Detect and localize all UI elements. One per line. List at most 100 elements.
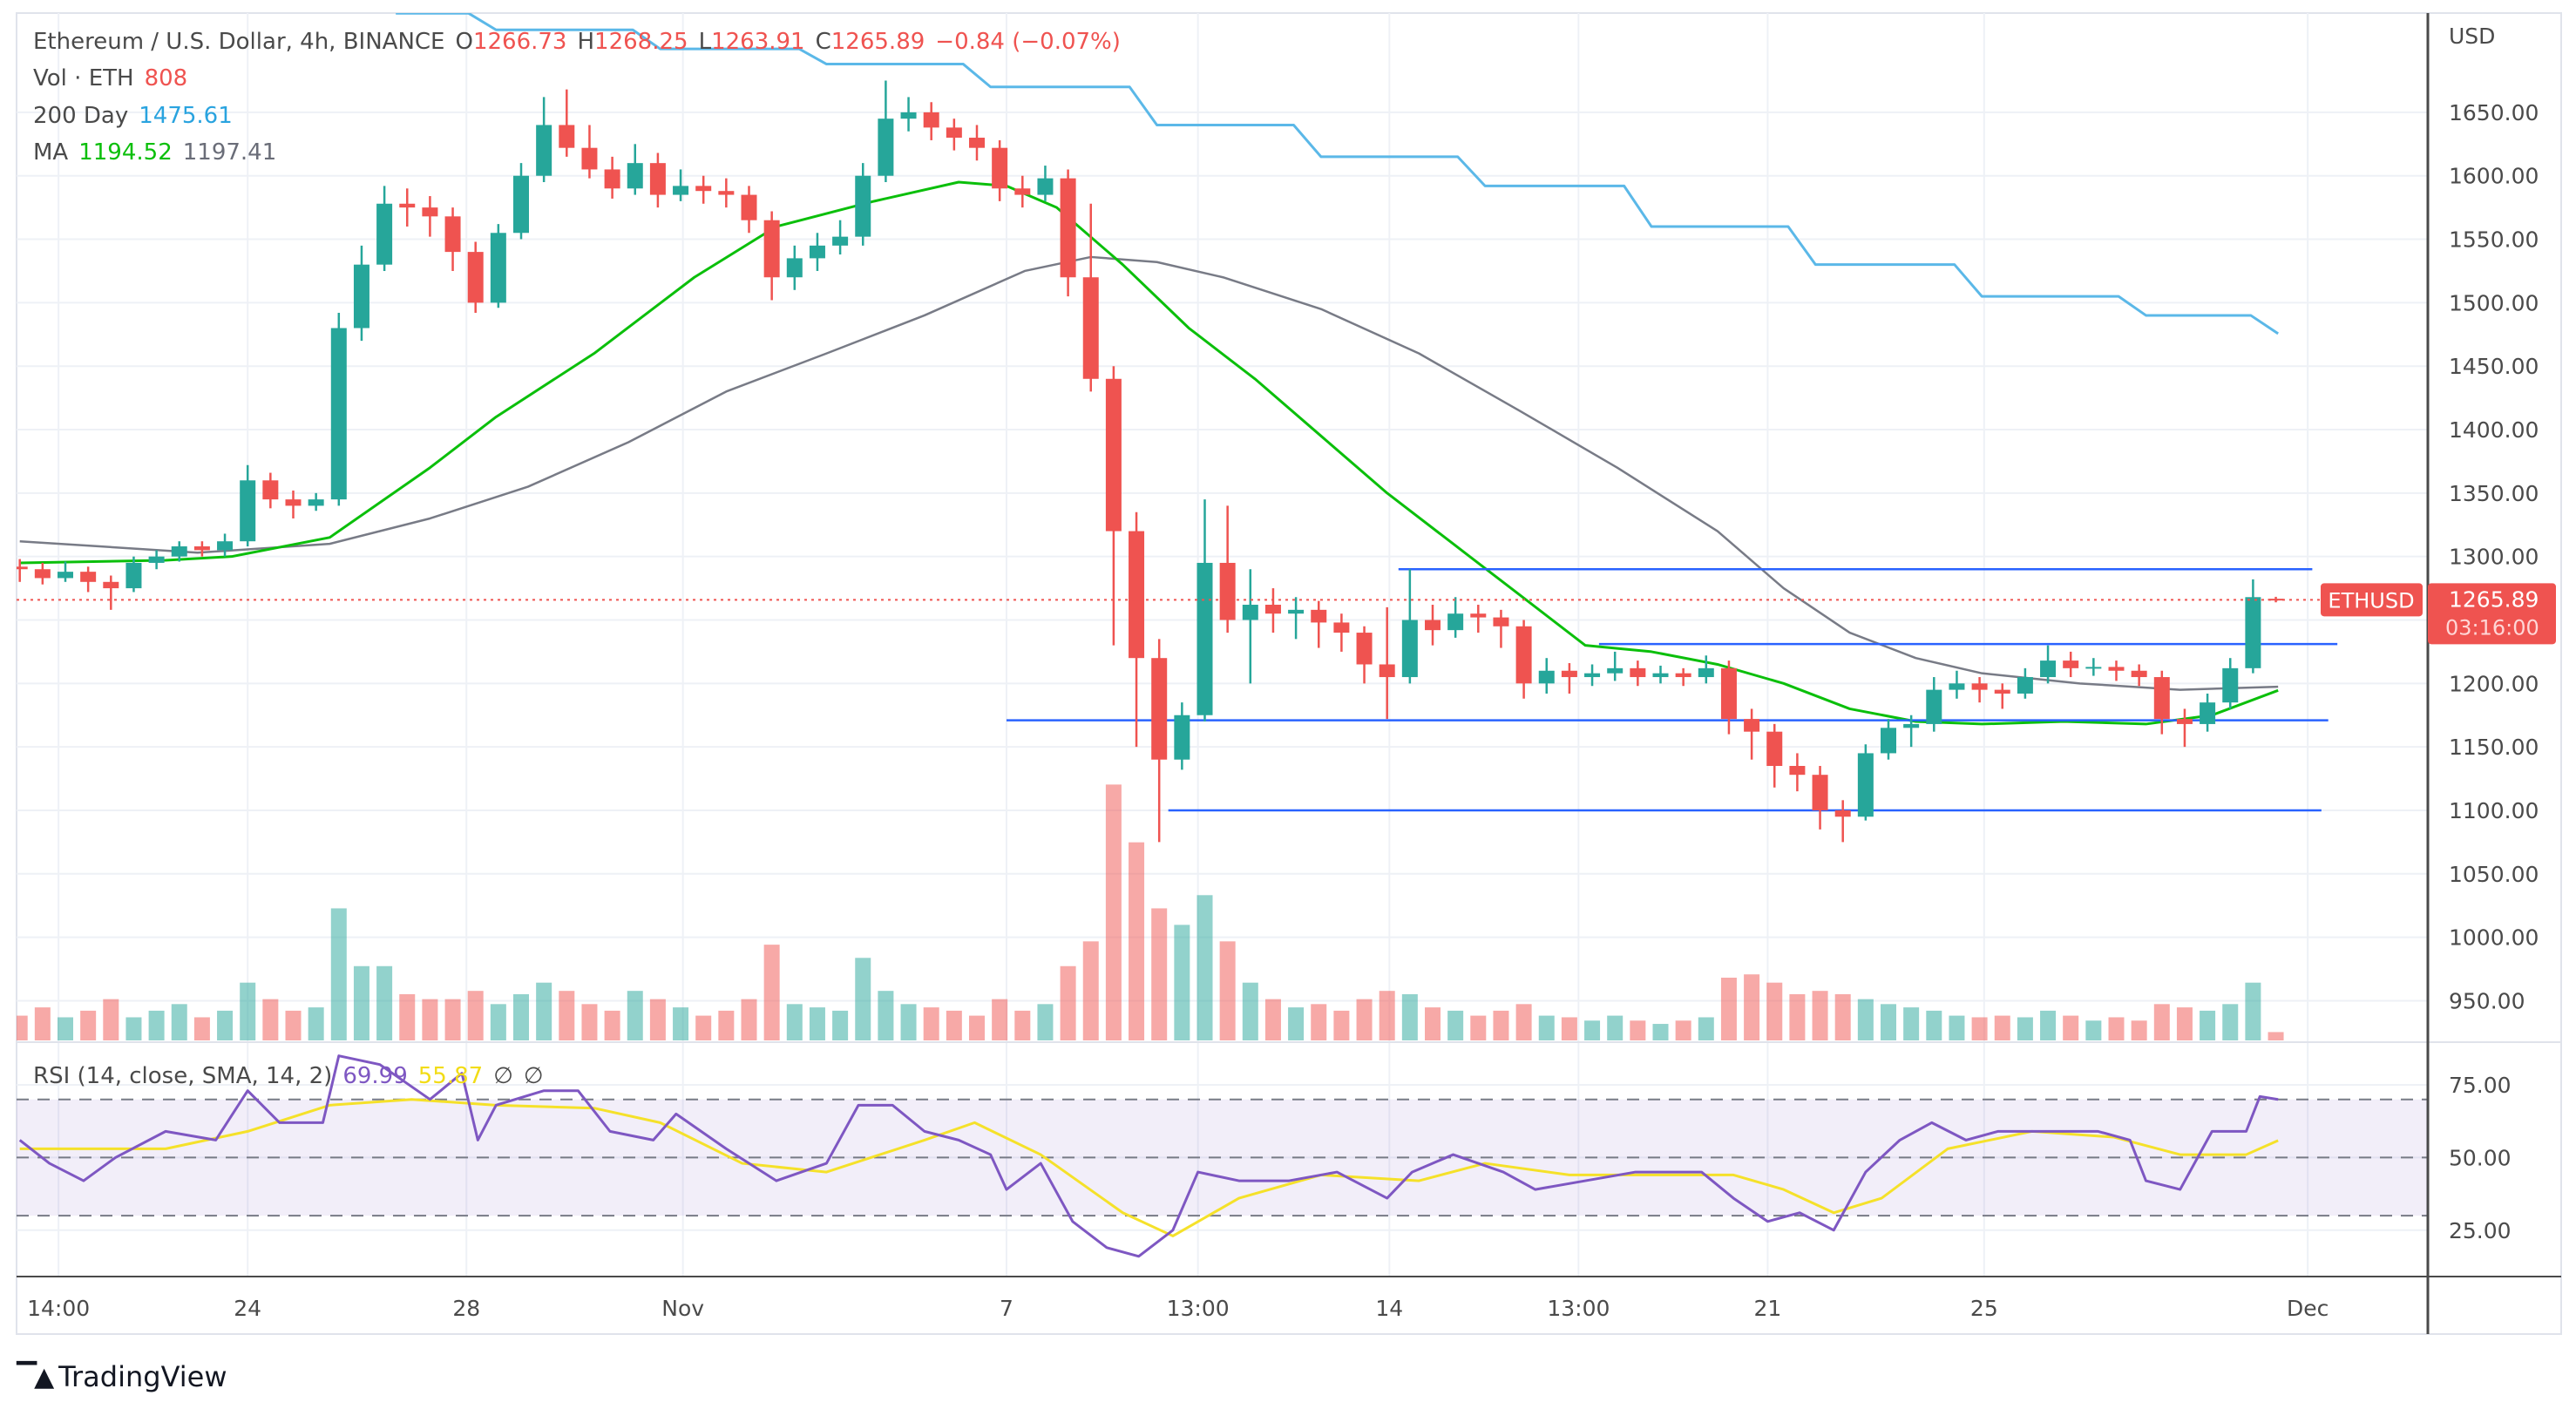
volume-bar bbox=[992, 999, 1008, 1040]
volume-bar bbox=[1129, 842, 1145, 1040]
volume-bar bbox=[1288, 1007, 1305, 1040]
candle-down bbox=[1082, 277, 1099, 379]
volume-bar bbox=[2268, 1032, 2284, 1040]
volume-bar bbox=[1561, 1017, 1577, 1040]
volume-bar bbox=[718, 1010, 735, 1040]
time-tick-label: 14 bbox=[1375, 1296, 1403, 1321]
ma-fast-value: 1194.52 bbox=[78, 139, 173, 166]
volume-bar bbox=[1607, 1015, 1624, 1040]
candle-up bbox=[148, 556, 165, 563]
volume-bar bbox=[2153, 1004, 2170, 1040]
axes[interactable]: 1650.001600.001550.001500.001450.001400.… bbox=[27, 100, 2539, 1321]
volume-bar bbox=[1857, 999, 1874, 1040]
high-label: H bbox=[577, 29, 595, 55]
volume-value: 808 bbox=[144, 65, 188, 91]
volume-bar bbox=[900, 1004, 917, 1040]
time-tick-label: 14:00 bbox=[27, 1296, 90, 1321]
candle-down bbox=[1129, 531, 1145, 659]
candle-down bbox=[992, 147, 1008, 189]
volume-bar bbox=[217, 1010, 234, 1040]
candle-up bbox=[1401, 620, 1418, 678]
candle-up bbox=[786, 258, 803, 278]
candle-down bbox=[581, 147, 598, 170]
high-value: 1268.25 bbox=[594, 29, 688, 55]
price-tick-label: 1100.00 bbox=[2449, 798, 2539, 823]
volume-bar bbox=[1994, 1015, 2010, 1040]
candle-down bbox=[285, 499, 302, 506]
volume-bar bbox=[80, 1010, 97, 1040]
candle-down bbox=[444, 216, 461, 253]
candle-up bbox=[1538, 670, 1555, 684]
symbol-tag: ETHUSD bbox=[2321, 583, 2423, 617]
rsi-tick-label: 25.00 bbox=[2449, 1218, 2512, 1243]
candle-down bbox=[2153, 677, 2170, 720]
candle-up bbox=[1881, 728, 1896, 754]
candle-down bbox=[1720, 667, 1737, 720]
candle-up bbox=[1926, 689, 1942, 724]
ma-slow-value: 1197.41 bbox=[182, 139, 277, 166]
volume-bar bbox=[1926, 1010, 1942, 1040]
rsi-sma-value: 55.87 bbox=[417, 1063, 484, 1089]
volume-bar bbox=[1652, 1024, 1669, 1040]
volume-bar bbox=[1493, 1010, 1509, 1040]
volume-bar bbox=[1630, 1020, 1646, 1040]
time-tick-label: 24 bbox=[234, 1296, 261, 1321]
horizontal-levels[interactable] bbox=[1006, 567, 2338, 812]
volume-bar bbox=[1971, 1017, 1988, 1040]
volume-bar bbox=[1720, 978, 1737, 1040]
time-tick-label: 13:00 bbox=[1167, 1296, 1230, 1321]
volume-bar bbox=[1401, 993, 1418, 1040]
volume-bar bbox=[2176, 1007, 2193, 1040]
candle-down bbox=[1219, 562, 1236, 620]
volume-bar bbox=[1242, 982, 1258, 1040]
volume-bar bbox=[1447, 1010, 1464, 1040]
candle-down bbox=[559, 125, 575, 148]
volume-bar bbox=[536, 982, 552, 1040]
volume-bar bbox=[2063, 1015, 2079, 1040]
candle-down bbox=[2131, 670, 2147, 678]
ma-legend[interactable]: MA 1194.52 1197.41 bbox=[33, 139, 287, 166]
rsi-legend[interactable]: RSI (14, close, SMA, 14, 2) 69.99 55.87 ∅ ∅ bbox=[33, 1062, 554, 1090]
candle-down bbox=[763, 220, 780, 278]
volume-bar bbox=[171, 1004, 187, 1040]
volume-bar bbox=[1060, 965, 1076, 1040]
volume-bar bbox=[1311, 1004, 1327, 1040]
volume-bar bbox=[559, 991, 575, 1040]
tradingview-logo[interactable]: ▔▲ TradingView bbox=[17, 1360, 227, 1393]
candle-up bbox=[125, 562, 142, 589]
volume-bar bbox=[1105, 784, 1122, 1040]
day200-value: 1475.61 bbox=[139, 103, 233, 129]
candle-down bbox=[969, 138, 985, 148]
candle-down bbox=[399, 203, 416, 208]
candle-down bbox=[1812, 775, 1828, 810]
price-tick-label: 1400.00 bbox=[2449, 417, 2539, 443]
volume-legend[interactable]: Vol · ETH 808 bbox=[33, 64, 198, 92]
symbol-legend[interactable]: Ethereum / U.S. Dollar, 4h, BINANCE O1266… bbox=[33, 28, 1131, 56]
symbol-title[interactable]: Ethereum / U.S. Dollar, 4h, BINANCE bbox=[33, 29, 445, 55]
time-tick-label: Nov bbox=[661, 1296, 704, 1321]
brand-name: TradingView bbox=[58, 1360, 227, 1393]
candle-up bbox=[240, 480, 256, 542]
volume-bar bbox=[1515, 1004, 1532, 1040]
close-value: 1265.89 bbox=[830, 29, 925, 55]
candle-up bbox=[1037, 178, 1054, 195]
volume-bar bbox=[1789, 993, 1806, 1040]
candle-up bbox=[171, 546, 187, 557]
volume-bar bbox=[832, 1010, 849, 1040]
candle-down bbox=[2108, 667, 2125, 671]
moving-averages bbox=[19, 13, 2279, 726]
volume-bar bbox=[695, 1015, 712, 1040]
volume-bar bbox=[1082, 941, 1099, 1040]
volume-bar bbox=[923, 1007, 939, 1040]
volume-bar bbox=[399, 993, 416, 1040]
candle-down bbox=[1493, 617, 1509, 627]
candle-up bbox=[2017, 677, 2033, 694]
candle-up bbox=[1584, 673, 1601, 678]
volume-bar bbox=[581, 1004, 598, 1040]
day200-legend[interactable]: 200 Day 1475.61 bbox=[33, 102, 243, 130]
candle-down bbox=[1333, 622, 1350, 633]
candle-up bbox=[1903, 723, 1920, 728]
ma-slow-line bbox=[19, 255, 2279, 691]
candle-up bbox=[1652, 673, 1669, 678]
